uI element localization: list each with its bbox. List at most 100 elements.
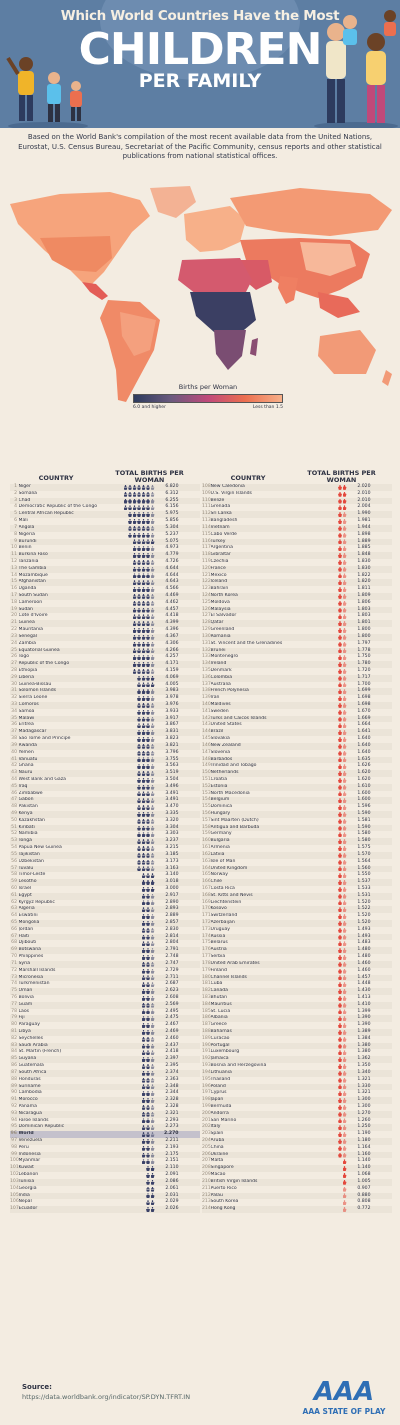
child-icon [338, 600, 342, 606]
row-rank: 89 [11, 1083, 17, 1089]
row-rank: 87 [11, 1069, 17, 1075]
row-value: 5.975 [165, 511, 179, 517]
row-rank: 126 [202, 606, 211, 612]
table-row: 69 Botswana 2.791 [10, 947, 200, 955]
row-rank: 182 [202, 988, 211, 994]
row-rank: 82 [11, 1035, 17, 1041]
child-icon [141, 954, 146, 960]
row-country: India [18, 1192, 30, 1198]
row-child-icons [297, 702, 347, 708]
child-icon-partial [342, 954, 347, 960]
child-icon [141, 941, 146, 947]
child-icon [146, 600, 150, 606]
row-rank: 101 [10, 1165, 19, 1171]
row-value: 1.990 [357, 511, 371, 517]
child-icon [146, 607, 150, 613]
child-icon [141, 716, 146, 722]
child-icon [137, 580, 141, 586]
child-icon-partial [342, 791, 347, 797]
child-icon [137, 614, 141, 620]
table-row: 101 Kuwait 2.110 [10, 1165, 200, 1173]
row-child-icons [297, 886, 347, 892]
row-rank: 6 [14, 518, 17, 524]
row-child-icons [297, 573, 347, 579]
row-value: 1.140 [357, 1165, 371, 1171]
table-row: 129 Greenland 1.800 [202, 627, 392, 634]
child-icon-partial [150, 1002, 155, 1008]
child-icon [141, 627, 146, 633]
child-icon [146, 634, 150, 640]
row-rank: 4 [14, 504, 17, 510]
child-icon [338, 559, 342, 565]
row-country: The Gambia [18, 565, 47, 571]
table-row: 45 Iraq 3.496 [10, 783, 200, 791]
child-icon [338, 1029, 342, 1035]
table-row: 104 Georgia 2.061 [10, 1186, 200, 1193]
child-icon [146, 880, 150, 886]
row-value: 1.520 [357, 920, 371, 925]
child-icon [141, 743, 146, 749]
child-icon [132, 593, 137, 599]
table-row: 42 Ghana 3.563 [10, 763, 200, 770]
map-central-africa [190, 292, 256, 332]
table-row: 108 New Caledonia 2.020 [202, 484, 392, 491]
child-icon [141, 771, 146, 777]
child-icon [132, 580, 137, 586]
row-child-icons [297, 1193, 347, 1199]
row-child-icons [297, 668, 347, 674]
child-icon-partial [342, 941, 347, 947]
row-child-icons [297, 1016, 347, 1022]
table-row: 62 Kyrgyz Republic 2.890 [10, 900, 200, 907]
row-rank: 183 [202, 994, 211, 1000]
child-icon [146, 1002, 150, 1008]
map-europe [184, 206, 246, 252]
table-row: 21 Guinea 4.399 [10, 620, 200, 628]
table-row: 214 Hong Kong 0.772 [202, 1206, 392, 1213]
child-icon-partial [150, 771, 155, 777]
child-icon [146, 1207, 150, 1213]
legend-gradient [133, 394, 283, 403]
row-value: 1.390 [357, 1022, 371, 1028]
child-icon [338, 784, 342, 790]
row-value: 2.917 [165, 892, 179, 898]
child-icon [141, 559, 146, 565]
child-icon [338, 1016, 342, 1022]
row-child-icons [297, 1002, 347, 1008]
row-child-icons [105, 927, 155, 933]
child-icon [146, 1070, 150, 1076]
row-rank: 67 [11, 933, 17, 939]
row-value: 4.159 [165, 667, 179, 673]
table-row: 91 Morocco 2.328 [10, 1097, 200, 1104]
child-icon [132, 668, 137, 674]
child-icon-partial [150, 736, 155, 742]
child-icon [146, 764, 150, 770]
row-child-icons [297, 736, 347, 742]
row-country: Guinea [18, 620, 35, 626]
row-child-icons [297, 750, 347, 756]
row-child-icons [297, 730, 347, 736]
source-link[interactable]: https://data.worldbank.org/indicator/SP.… [22, 1393, 191, 1401]
child-icon [141, 995, 146, 1001]
table-row: 138 French Polynesia 1.699 [202, 688, 392, 696]
child-icon-partial [342, 968, 347, 974]
row-country: Romania [210, 633, 231, 639]
child-icon [141, 736, 146, 742]
row-child-icons [105, 1029, 155, 1035]
child-icon-partial [150, 866, 155, 872]
child-icon [342, 484, 347, 490]
child-icon [141, 593, 146, 599]
child-icon [338, 811, 342, 817]
child-icon-partial [150, 791, 155, 797]
row-rank: 56 [11, 858, 17, 864]
child-icon [338, 627, 342, 633]
row-value: 1.596 [357, 804, 371, 810]
row-rank: 39 [11, 742, 17, 748]
row-value: 1.533 [357, 885, 371, 891]
child-icon-partial [150, 1023, 155, 1029]
row-value: 4.005 [165, 681, 179, 687]
row-country: Turkey [210, 538, 226, 544]
child-icon [338, 532, 342, 538]
row-rank: 203 [202, 1131, 211, 1137]
child-icon [338, 750, 342, 756]
row-value: 2.857 [165, 920, 179, 925]
